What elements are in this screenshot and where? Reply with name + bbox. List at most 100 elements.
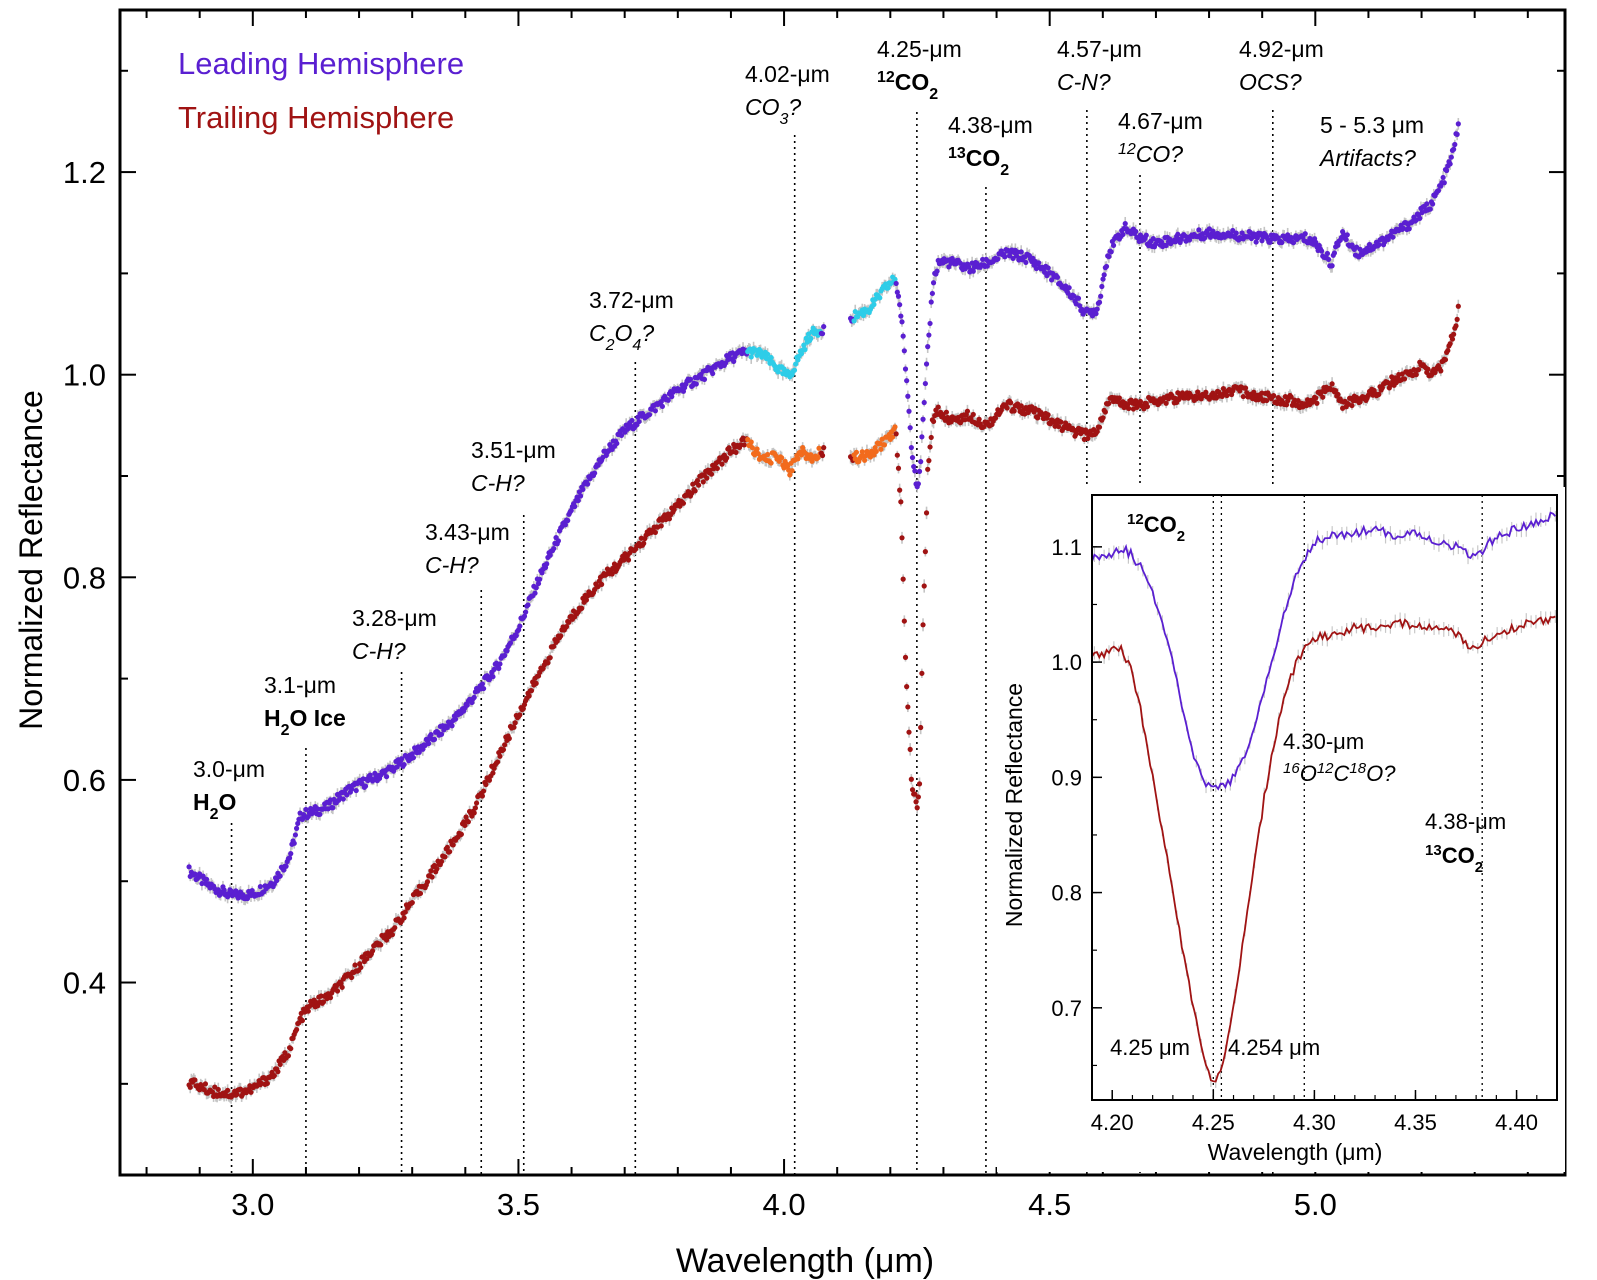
data-point bbox=[1045, 265, 1051, 271]
data-point bbox=[878, 446, 884, 452]
data-point bbox=[479, 793, 486, 799]
data-point bbox=[244, 895, 251, 902]
data-point bbox=[1175, 231, 1181, 237]
data-point bbox=[1100, 276, 1106, 282]
data-point bbox=[547, 655, 553, 661]
data-point bbox=[1023, 259, 1029, 266]
data-point bbox=[666, 516, 673, 522]
data-point bbox=[428, 868, 434, 874]
main-plot-series bbox=[186, 117, 1461, 1104]
data-point bbox=[442, 854, 448, 860]
data-point bbox=[694, 478, 701, 484]
annotation-text-part: ? bbox=[641, 320, 654, 346]
data-point bbox=[431, 736, 438, 742]
data-point bbox=[899, 319, 905, 325]
data-point bbox=[923, 510, 930, 516]
data-point bbox=[923, 361, 930, 367]
annotation-text-part: C-N? bbox=[1057, 69, 1111, 95]
annotation-text-part: OCS? bbox=[1239, 69, 1302, 95]
feature-species: C-H? bbox=[425, 552, 479, 578]
data-point bbox=[283, 863, 289, 869]
data-point bbox=[1103, 263, 1110, 270]
annotation-text-part: CO bbox=[966, 145, 1001, 171]
data-point bbox=[1240, 393, 1246, 400]
x-tick-label: 3.0 bbox=[231, 1187, 274, 1222]
data-point bbox=[1106, 400, 1112, 407]
data-point bbox=[192, 1077, 198, 1083]
inset-y-tick-label: 0.7 bbox=[1051, 996, 1082, 1021]
data-point bbox=[362, 783, 369, 789]
data-point bbox=[775, 369, 781, 375]
data-point bbox=[502, 652, 508, 659]
data-point bbox=[1324, 250, 1331, 257]
data-point bbox=[579, 605, 585, 611]
annotation-text-part: 13 bbox=[1425, 842, 1442, 859]
data-point bbox=[358, 964, 364, 971]
data-point bbox=[192, 871, 198, 877]
data-point bbox=[611, 561, 618, 567]
data-point bbox=[905, 393, 911, 399]
annotation-text-part: 18 bbox=[1349, 760, 1366, 777]
annotation-text-part: C bbox=[589, 320, 606, 346]
inset-series bbox=[1091, 507, 1557, 1088]
data-point bbox=[646, 412, 653, 418]
annotation-text-part: H bbox=[264, 705, 281, 731]
annotation-text-part: CO? bbox=[1136, 141, 1184, 167]
inset-x-tick-label: 4.20 bbox=[1091, 1110, 1134, 1135]
data-point bbox=[555, 538, 561, 544]
data-point bbox=[383, 774, 390, 780]
data-point bbox=[900, 333, 906, 339]
data-point bbox=[490, 674, 496, 680]
data-point bbox=[500, 747, 507, 753]
feature-wavelength: 3.43-μm bbox=[425, 519, 510, 545]
y-tick-label: 1.0 bbox=[63, 358, 106, 393]
x-tick-label: 5.0 bbox=[1294, 1187, 1337, 1222]
data-point bbox=[426, 740, 432, 747]
data-point bbox=[731, 358, 737, 364]
data-point bbox=[1094, 429, 1100, 435]
data-point bbox=[303, 806, 309, 813]
inset-line bbox=[1091, 615, 1556, 1083]
data-point bbox=[1203, 389, 1209, 395]
data-point bbox=[288, 1045, 294, 1052]
data-point bbox=[1430, 201, 1436, 207]
data-point bbox=[424, 879, 431, 885]
data-point bbox=[1318, 248, 1325, 254]
data-point bbox=[547, 552, 553, 558]
feature-wavelength: 4.38-μm bbox=[948, 112, 1033, 138]
data-point bbox=[928, 299, 934, 305]
data-point bbox=[764, 351, 771, 357]
annotation-text-part: 3 bbox=[780, 111, 789, 128]
data-point bbox=[1143, 232, 1149, 238]
data-point bbox=[1343, 236, 1349, 243]
data-point bbox=[1428, 372, 1435, 378]
data-point bbox=[1313, 239, 1319, 245]
data-point bbox=[912, 791, 918, 797]
data-point bbox=[444, 844, 450, 850]
x-tick-label: 4.5 bbox=[1028, 1187, 1071, 1222]
data-point bbox=[1285, 232, 1291, 238]
data-point bbox=[926, 332, 932, 338]
data-point bbox=[922, 549, 928, 555]
inset-line bbox=[1091, 511, 1557, 791]
data-point bbox=[1290, 240, 1297, 246]
data-point bbox=[802, 347, 808, 353]
inset-reference-lines bbox=[1212, 495, 1483, 1100]
feature-wavelength: 4.67-μm bbox=[1118, 108, 1203, 134]
inset-x-tick-label: 4.25 bbox=[1192, 1110, 1235, 1135]
data-point bbox=[733, 449, 739, 456]
data-point bbox=[1058, 419, 1064, 425]
data-point bbox=[1163, 242, 1169, 249]
annotation-text-part: 16 bbox=[1283, 760, 1300, 777]
data-point bbox=[1442, 357, 1449, 363]
annotation-text-part: H bbox=[193, 789, 210, 815]
data-point bbox=[491, 666, 497, 672]
data-point bbox=[572, 503, 578, 510]
data-point bbox=[1018, 249, 1024, 255]
data-point bbox=[853, 449, 860, 455]
data-point bbox=[970, 411, 976, 418]
data-point bbox=[449, 723, 455, 729]
data-point bbox=[916, 468, 923, 474]
data-point bbox=[330, 805, 336, 811]
annotation-text-part: O Ice bbox=[290, 705, 346, 731]
